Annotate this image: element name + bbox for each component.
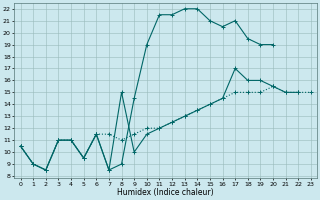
X-axis label: Humidex (Indice chaleur): Humidex (Indice chaleur) [117, 188, 214, 197]
